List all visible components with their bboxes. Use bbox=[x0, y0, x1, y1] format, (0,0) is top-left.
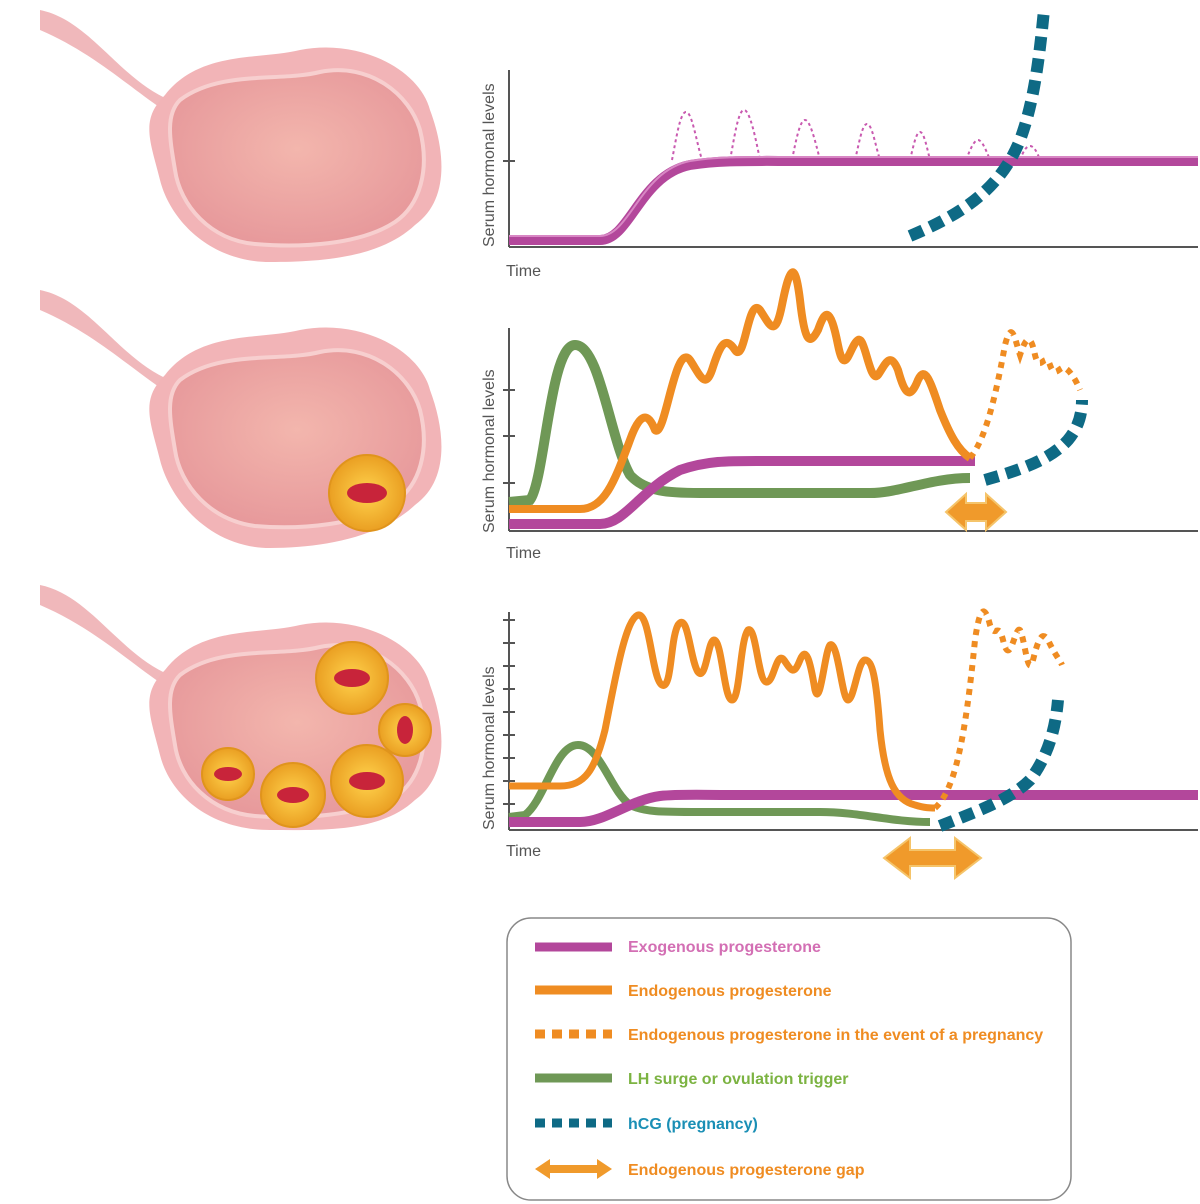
legend-label: hCG (pregnancy) bbox=[628, 1116, 758, 1133]
y-axis-label: Serum hormonal levels bbox=[481, 83, 498, 247]
legend-item-endogenous: Endogenous progesterone bbox=[535, 983, 832, 1000]
legend-label: LH surge or ovulation trigger bbox=[628, 1071, 848, 1088]
endogenous-progesterone-line bbox=[509, 268, 973, 513]
x-axis-label: Time bbox=[506, 843, 541, 860]
follicle bbox=[330, 744, 404, 818]
y-axis-label: Serum hormonal levels bbox=[481, 369, 498, 533]
legend-label: Exogenous progesterone bbox=[628, 939, 821, 956]
ovary-3 bbox=[40, 585, 442, 831]
legend-label: Endogenous progesterone in the event of … bbox=[628, 1027, 1043, 1044]
follicle bbox=[328, 454, 406, 532]
fallopian-tube bbox=[40, 10, 200, 130]
exogenous-progesterone-line bbox=[509, 455, 975, 529]
chart-1: Serum hormonal levels Time bbox=[481, 9, 1198, 280]
y-axis-label: Serum hormonal levels bbox=[481, 666, 498, 830]
exogenous-progesterone-line bbox=[509, 789, 1198, 827]
legend-swatch-arrow bbox=[535, 1159, 612, 1179]
legend-item-exogenous: Exogenous progesterone bbox=[535, 939, 821, 956]
ovary-1 bbox=[40, 10, 442, 262]
legend-box bbox=[506, 917, 1072, 1201]
lh-surge-line bbox=[508, 339, 971, 507]
chart-3: Serum hormonal levels Time bbox=[481, 608, 1198, 881]
hcg-line bbox=[907, 9, 1050, 242]
legend-label: Endogenous progesterone bbox=[628, 983, 832, 1000]
endogenous-pregnancy-line bbox=[932, 608, 1065, 811]
hcg-line bbox=[983, 399, 1088, 486]
exogenous-highlight bbox=[509, 155, 1198, 237]
follicle bbox=[378, 703, 432, 757]
follicle bbox=[260, 762, 326, 828]
exogenous-progesterone-line bbox=[509, 155, 1198, 245]
follicle bbox=[315, 641, 389, 715]
legend-label: Endogenous progesterone gap bbox=[628, 1162, 865, 1179]
legend-item-lh: LH surge or ovulation trigger bbox=[535, 1071, 848, 1088]
legend-item-gap: Endogenous progesterone gap bbox=[535, 1159, 865, 1179]
x-axis-label: Time bbox=[506, 263, 541, 280]
ovary-inner bbox=[168, 68, 426, 248]
endogenous-progesterone-line bbox=[509, 611, 936, 812]
progesterone-gap-arrow bbox=[944, 491, 1008, 533]
fallopian-tube bbox=[40, 585, 200, 705]
hcg-line bbox=[937, 699, 1064, 832]
exogenous-peak-lines bbox=[671, 108, 1041, 161]
follicle bbox=[201, 747, 255, 801]
legend-item-hcg: hCG (pregnancy) bbox=[535, 1116, 758, 1133]
chart-2: Serum hormonal levels Time bbox=[481, 268, 1198, 562]
endogenous-pregnancy-line bbox=[967, 329, 1083, 460]
y-ticks bbox=[503, 619, 515, 805]
fallopian-tube bbox=[40, 290, 200, 410]
x-axis-label: Time bbox=[506, 545, 541, 562]
progesterone-gap-arrow bbox=[882, 835, 983, 881]
legend: Exogenous progesterone Endogenous proges… bbox=[506, 917, 1072, 1201]
ovary-2 bbox=[40, 290, 442, 548]
legend-item-endogenous-pregnancy: Endogenous progesterone in the event of … bbox=[535, 1027, 1043, 1044]
